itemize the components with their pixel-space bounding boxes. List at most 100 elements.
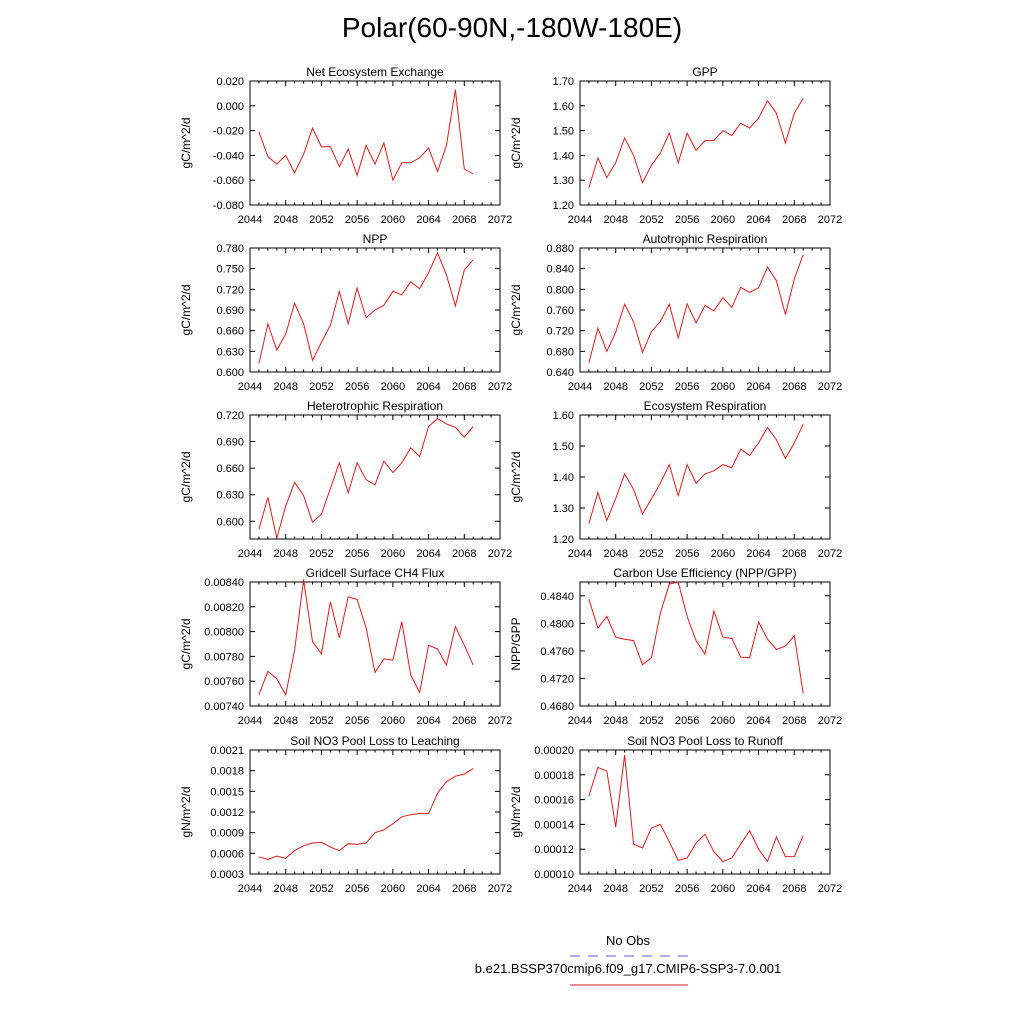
chart-title: Gridcell Surface CH4 Flux [306,566,445,580]
y-tick-label: 0.4760 [540,646,574,658]
y-tick-label: 0.600 [216,516,244,528]
series-line [588,254,804,363]
x-tick-label: 2060 [711,715,735,727]
y-tick-label: 0.00020 [534,745,574,757]
x-tick-label: 2048 [273,548,297,560]
x-tick-label: 2064 [416,548,440,560]
chart-title: NPP [363,232,388,246]
y-tick-label: 0.4840 [540,591,574,603]
plot-frame [249,80,501,206]
x-tick-label: 2056 [675,715,699,727]
x-tick-label: 2072 [818,381,842,393]
y-tick-label: 0.4720 [540,673,574,685]
y-tick-label: 0.0021 [210,745,244,757]
x-tick-label: 2072 [818,715,842,727]
y-axis-label: NPP/GPP [509,617,523,670]
x-tick-label: 2052 [639,214,663,226]
y-axis-label: gC/m^2/d [509,118,523,169]
series-line [258,579,474,697]
plot-frame [579,80,831,206]
y-tick-label: -0.060 [213,175,244,187]
x-tick-label: 2052 [639,883,663,895]
x-tick-label: 2056 [675,381,699,393]
y-tick-label: 0.630 [216,346,244,358]
x-tick-label: 2052 [309,715,333,727]
x-tick-label: 2048 [603,548,627,560]
x-tick-label: 2068 [782,381,806,393]
y-tick-label: 0.00018 [534,770,574,782]
x-tick-label: 2056 [675,883,699,895]
x-tick-label: 2060 [381,715,405,727]
x-tick-label: 2072 [818,214,842,226]
y-tick-label: 1.60 [553,101,574,113]
x-tick-label: 2068 [452,883,476,895]
x-tick-label: 2064 [746,715,770,727]
chart-title: Soil NO3 Pool Loss to Leaching [290,734,459,748]
x-tick-label: 2064 [746,883,770,895]
y-tick-label: 0.760 [546,305,574,317]
y-tick-label: 0.0009 [210,828,244,840]
y-axis-label: gN/m^2/d [509,787,523,838]
y-tick-label: 0.0012 [210,807,244,819]
x-tick-label: 2060 [711,214,735,226]
x-tick-label: 2052 [309,883,333,895]
y-tick-label: 0.720 [546,326,574,338]
y-tick-label: 0.00012 [534,844,574,856]
x-tick-label: 2072 [818,883,842,895]
x-tick-label: 2052 [639,715,663,727]
y-tick-label: 0.0006 [210,848,244,860]
y-tick-label: 0.720 [216,410,244,422]
x-tick-label: 2056 [345,883,369,895]
x-tick-label: 2044 [568,883,592,895]
y-axis-label: gC/m^2/d [179,452,193,503]
y-tick-label: 0.00840 [204,577,244,589]
y-tick-label: 0.640 [546,367,574,379]
x-tick-label: 2064 [746,381,770,393]
y-tick-label: 0.00760 [204,676,244,688]
y-axis-label: gC/m^2/d [509,285,523,336]
y-tick-label: 0.0018 [210,766,244,778]
chart-panel-1: GPP gC/m^2/d 2044 2048 2052 2056 2060 2064 2068 2… [509,65,842,226]
x-tick-label: 2048 [273,883,297,895]
chart-title: Autotrophic Respiration [643,232,768,246]
x-tick-label: 2052 [639,548,663,560]
chart-title: Heterotrophic Respiration [307,399,443,413]
x-tick-label: 2072 [818,548,842,560]
x-tick-label: 2052 [309,381,333,393]
x-tick-label: 2048 [603,715,627,727]
plot-frame [579,247,831,373]
x-tick-label: 2056 [345,381,369,393]
x-tick-label: 2068 [452,548,476,560]
chart-panel-8: Soil NO3 Pool Loss to Leaching gN/m^2/d 20… [179,734,512,895]
chart-title: Carbon Use Efficiency (NPP/GPP) [613,566,796,580]
x-tick-label: 2064 [416,715,440,727]
plot-frame [249,749,501,875]
x-tick-label: 2068 [452,715,476,727]
series-line [258,768,474,861]
y-tick-label: -0.020 [213,126,244,138]
chart-title: Ecosystem Respiration [644,399,767,413]
y-tick-label: 1.40 [553,472,574,484]
y-tick-label: 0.000 [216,101,244,113]
series-line [258,417,474,539]
y-axis-label: gC/m^2/d [179,118,193,169]
y-tick-label: 0.720 [216,284,244,296]
y-tick-label: 0.020 [216,76,244,88]
y-tick-label: 0.800 [546,284,574,296]
x-tick-label: 2060 [381,548,405,560]
y-tick-label: -0.080 [213,200,244,212]
x-tick-label: 2072 [488,883,512,895]
x-tick-label: 2044 [238,214,262,226]
x-tick-label: 2056 [345,715,369,727]
chart-panel-6: Gridcell Surface CH4 Flux gC/m^2/d 2044 204… [179,566,512,727]
y-tick-label: 0.840 [546,264,574,276]
y-tick-label: 0.00780 [204,651,244,663]
y-tick-label: 0.00014 [534,819,574,831]
x-tick-label: 2068 [782,715,806,727]
y-tick-label: 0.0003 [210,869,244,881]
x-tick-label: 2056 [675,214,699,226]
x-tick-label: 2064 [746,214,770,226]
x-tick-label: 2064 [416,214,440,226]
y-tick-label: 0.690 [216,437,244,449]
